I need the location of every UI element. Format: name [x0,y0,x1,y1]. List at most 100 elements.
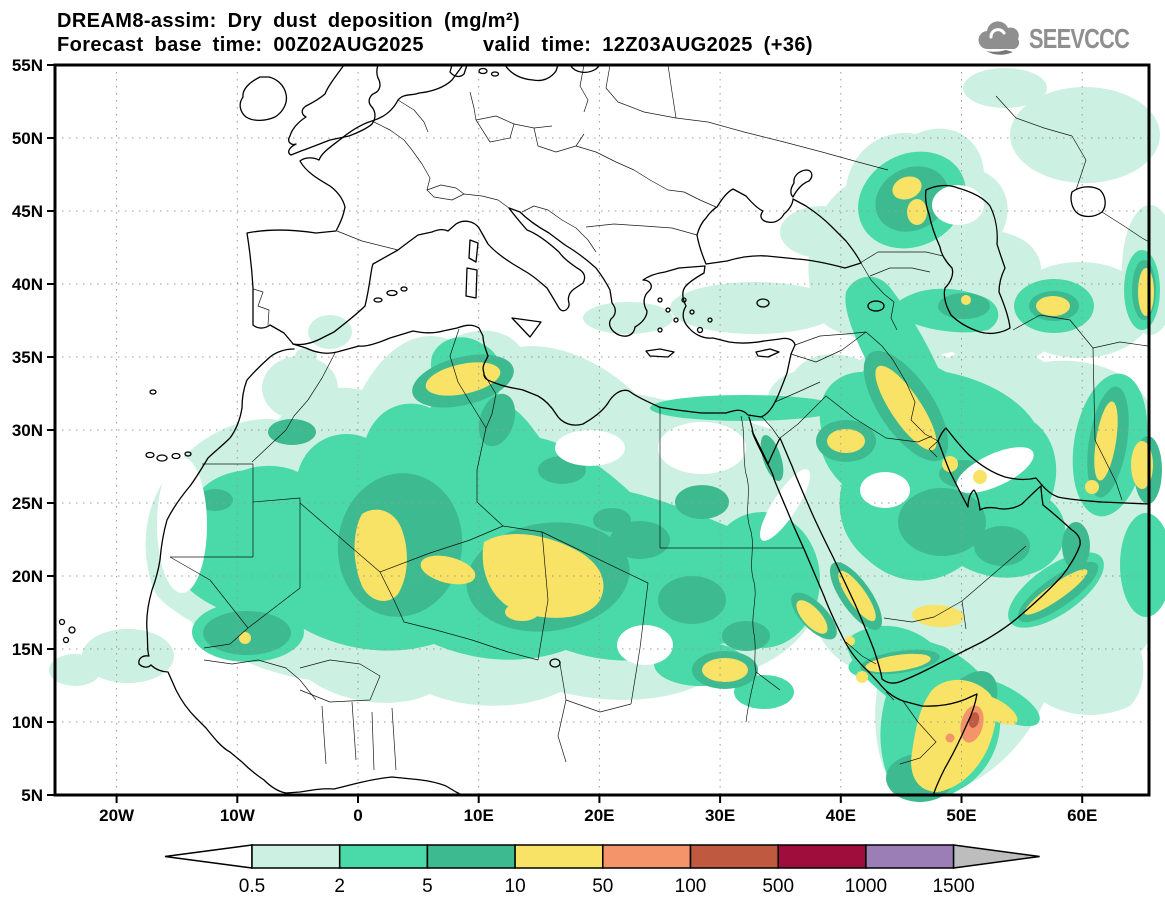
country-border [397,99,429,133]
coastline [681,297,687,303]
coastline [171,452,181,460]
coastline [504,64,559,82]
coastline [184,451,192,457]
coastline [665,307,671,313]
coastline [689,309,695,315]
dust-blob [974,695,1018,725]
coastline [511,317,542,338]
country-border [537,531,632,713]
dust-blob [827,429,865,453]
country-border [426,184,465,201]
coastline [68,626,76,634]
country-border [928,440,939,458]
dust-blob [702,658,748,682]
colorbar-level-label: 100 [675,876,707,897]
lat-tick-label: 50N [12,129,43,148]
dust-blob [734,675,794,709]
lat-tick-label: 20N [12,567,43,586]
dust-blob [968,712,980,728]
lon-tick-label: 10E [464,806,494,825]
lon-tick-label: 40E [826,806,856,825]
dust-blob [856,671,868,683]
dust-blob [722,621,770,651]
dust-blob [197,489,233,511]
country-border [995,95,1150,243]
country-border [513,123,553,129]
colorbar-segment [251,844,341,869]
country-border [579,64,589,113]
country-border [585,223,698,236]
dust-blob [942,456,958,472]
lon-tick-label: 10W [220,806,256,825]
country-border [252,288,270,326]
colorbar-segment [514,844,604,869]
dust-blob [262,356,338,420]
dust-blob [1036,296,1070,316]
country-border [449,328,504,527]
colorbar-underflow-arrow [164,844,253,869]
coastline [657,327,663,333]
dust-blob [658,576,726,624]
coastline [707,317,713,323]
colorbar-level-label: 50 [592,876,613,897]
coastline [657,297,663,303]
dust-blob [610,521,670,559]
country-border [336,230,399,251]
country-border [794,331,867,346]
dust-blob [354,509,407,601]
lat-tick-label: 5N [21,786,43,805]
country-border [469,91,477,121]
dust-blob [420,555,476,585]
dust-blob [505,603,539,621]
dust-blob [838,570,876,622]
country-border [774,381,821,403]
dust-blob [892,176,922,200]
dust-blob [49,654,101,686]
coastline [645,348,675,358]
coastline [373,297,383,303]
coastline [468,239,479,263]
logo-text: SEEVCCC [1028,23,1130,54]
valid-time: valid time: 12Z03AUG2025 (+36) [483,34,813,56]
dust-blob [583,302,673,334]
coastline [696,188,862,269]
country-border [247,497,301,629]
lat-tick-label: 10N [12,713,43,732]
lon-tick-label: 0 [353,806,362,825]
coastline [478,67,488,75]
dust-blob [268,419,316,445]
lon-tick-label: 60E [1067,806,1097,825]
lat-tick-label: 55N [12,56,43,75]
dust-blob [239,632,251,644]
colorbar-level-label: 5 [422,876,433,897]
coastline [673,317,679,323]
lat-tick-label: 40N [12,275,43,294]
dust-blob [961,295,971,305]
dust-field [49,68,1165,802]
dust-blob [82,629,174,683]
coastline [156,454,168,462]
coastline [756,298,770,308]
country-border [1092,341,1149,349]
country-border [475,115,515,143]
dust-blob [945,733,955,743]
dust-blob [157,457,207,593]
colorbar-segment [602,844,692,869]
axes: 20W 10W 0 10E 20E 30E 40E 50E 60E 55N 50N 45N 40N 35N… [12,56,1098,825]
graticule [55,65,1149,795]
country-border [883,545,1027,623]
colorbar-level-label: 1000 [845,876,887,897]
lon-tick-label: 50E [946,806,976,825]
dust-blob [1138,268,1154,316]
coastline [490,71,500,77]
dust-blob [760,435,784,481]
country-border [371,120,413,151]
dust-blob [1062,522,1090,570]
dust-blob [482,534,604,618]
coastline [449,64,468,78]
coastline [149,389,157,395]
country-border [859,251,944,264]
coastline [465,267,478,299]
lat-tick-label: 35N [12,348,43,367]
dust-blob [907,199,927,225]
